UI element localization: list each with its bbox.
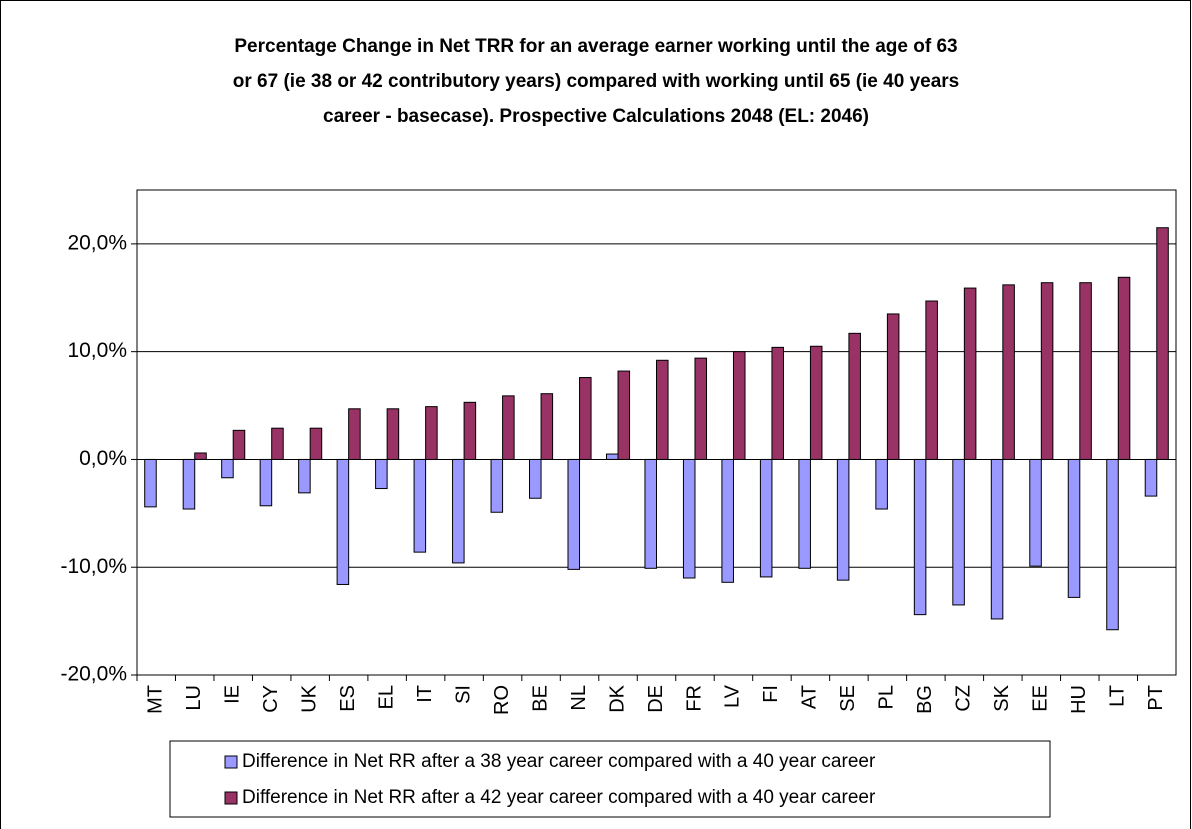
bar (1156, 227, 1169, 460)
bar (1117, 276, 1131, 460)
x-tick-label: LV (722, 684, 744, 708)
bar (694, 357, 708, 460)
bar (886, 313, 900, 460)
bar (221, 458, 234, 479)
bar (732, 351, 746, 460)
bar (925, 300, 938, 460)
bar (232, 429, 246, 460)
x-tick-label: PT (1145, 685, 1167, 711)
bar (502, 395, 515, 460)
bar (336, 458, 350, 585)
bar (271, 427, 284, 460)
bar (1106, 458, 1119, 631)
legend-swatch (224, 791, 238, 805)
x-tick-label: IT (414, 685, 436, 703)
bar (644, 458, 658, 569)
x-tick-label: PL (876, 685, 898, 709)
bar (963, 287, 977, 460)
bar (452, 458, 465, 564)
bar (836, 458, 850, 581)
x-tick-label: LU (183, 685, 205, 711)
x-tick-label: DK (606, 684, 628, 712)
bar (1040, 282, 1054, 460)
x-tick-label: MT (145, 685, 167, 714)
bar (348, 408, 361, 460)
x-tick-label: CY (260, 685, 282, 713)
bar (875, 458, 888, 510)
x-tick-label: DE (645, 685, 667, 713)
bar (375, 458, 388, 490)
bar (309, 427, 323, 460)
y-tick-label: 20,0% (67, 231, 127, 254)
bar (605, 453, 619, 460)
bar (182, 458, 196, 510)
legend-label: Difference in Net RR after a 38 year car… (242, 751, 876, 772)
bar (386, 408, 400, 460)
bar (579, 377, 592, 460)
bar (848, 332, 861, 460)
y-tick-label: -10,0% (60, 555, 127, 578)
x-tick-label: EL (375, 685, 397, 709)
x-tick-label: ES (337, 685, 359, 712)
x-tick-label: IE (221, 685, 243, 704)
x-tick-label: LT (1107, 685, 1129, 707)
x-tick-label: CZ (953, 685, 975, 712)
x-tick-label: RO (491, 685, 513, 715)
bar (656, 359, 669, 460)
bar (413, 458, 427, 553)
bar (463, 401, 477, 460)
bar (809, 345, 823, 460)
bar (1144, 458, 1158, 497)
bar (144, 458, 157, 508)
x-tick-label: NL (568, 685, 590, 711)
bar (194, 452, 207, 460)
x-tick-label: UK (298, 684, 320, 712)
x-tick-label: SE (837, 685, 859, 712)
bar (617, 370, 631, 460)
bar (759, 458, 773, 578)
legend-swatch (224, 755, 238, 769)
bar (682, 458, 696, 579)
bar (1002, 284, 1015, 460)
x-tick-label: HU (1068, 685, 1090, 714)
bar (1079, 282, 1092, 460)
x-tick-label: EE (1030, 685, 1052, 712)
bar (721, 458, 734, 583)
legend-box (169, 740, 1051, 818)
bar (990, 458, 1004, 620)
bar (567, 458, 581, 570)
bar (298, 458, 311, 494)
chart-title: Percentage Change in Net TRR for an aver… (234, 36, 957, 57)
bar (1067, 458, 1081, 598)
x-tick-label: AT (799, 685, 821, 709)
y-tick-label: 10,0% (67, 339, 127, 362)
bar (771, 346, 784, 460)
bar (1029, 458, 1042, 567)
chart-title: career - basecase). Prospective Calculat… (323, 106, 869, 127)
bar (798, 458, 811, 569)
x-tick-label: BE (529, 685, 551, 712)
bar (425, 406, 438, 460)
x-tick-label: BG (914, 685, 936, 714)
x-tick-label: SI (452, 685, 474, 704)
bar (952, 458, 965, 606)
y-tick-label: 0,0% (79, 447, 127, 470)
x-tick-label: FI (760, 685, 782, 703)
x-tick-label: SK (991, 684, 1013, 711)
bar (529, 458, 542, 499)
bar (259, 458, 273, 507)
bar (540, 393, 554, 460)
y-tick-label: -20,0% (60, 663, 127, 686)
bar (913, 458, 927, 616)
legend-label: Difference in Net RR after a 42 year car… (242, 787, 876, 808)
x-tick-label: FR (683, 685, 705, 712)
chart-title: or 67 (ie 38 or 42 contributory years) c… (233, 71, 959, 92)
bar (490, 458, 504, 513)
